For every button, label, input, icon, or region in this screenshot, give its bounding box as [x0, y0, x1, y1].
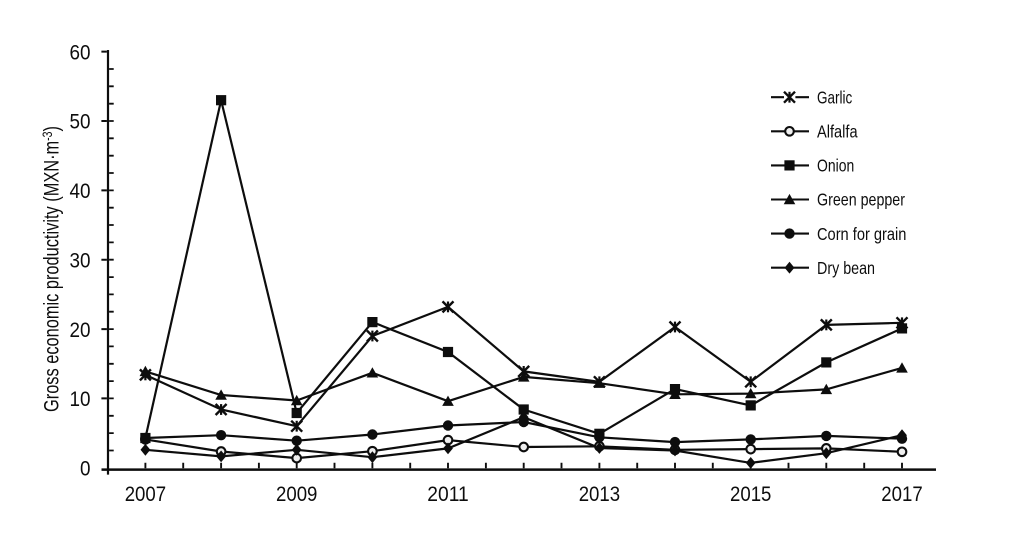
svg-text:50: 50	[70, 111, 91, 134]
svg-text:Garlic: Garlic	[817, 87, 852, 107]
svg-text:20: 20	[70, 319, 91, 342]
svg-text:Alfalfa: Alfalfa	[817, 122, 858, 142]
svg-text:10: 10	[70, 388, 91, 411]
svg-text:40: 40	[70, 180, 91, 203]
svg-text:2007: 2007	[125, 483, 166, 506]
svg-text:2015: 2015	[730, 483, 771, 506]
svg-text:2013: 2013	[579, 483, 620, 506]
svg-text:0: 0	[80, 458, 91, 481]
svg-text:2011: 2011	[427, 483, 468, 506]
svg-text:2009: 2009	[276, 483, 317, 506]
svg-text:30: 30	[70, 249, 91, 272]
svg-text:Gross economic productivity (M: Gross economic productivity (MXN·m-3)	[40, 126, 63, 412]
svg-text:Onion: Onion	[817, 156, 854, 176]
svg-text:Dry bean: Dry bean	[817, 258, 875, 278]
svg-text:60: 60	[70, 41, 91, 64]
svg-text:2017: 2017	[881, 483, 922, 506]
svg-text:Corn for grain: Corn for grain	[817, 224, 906, 244]
svg-text:Green pepper: Green pepper	[817, 190, 905, 210]
